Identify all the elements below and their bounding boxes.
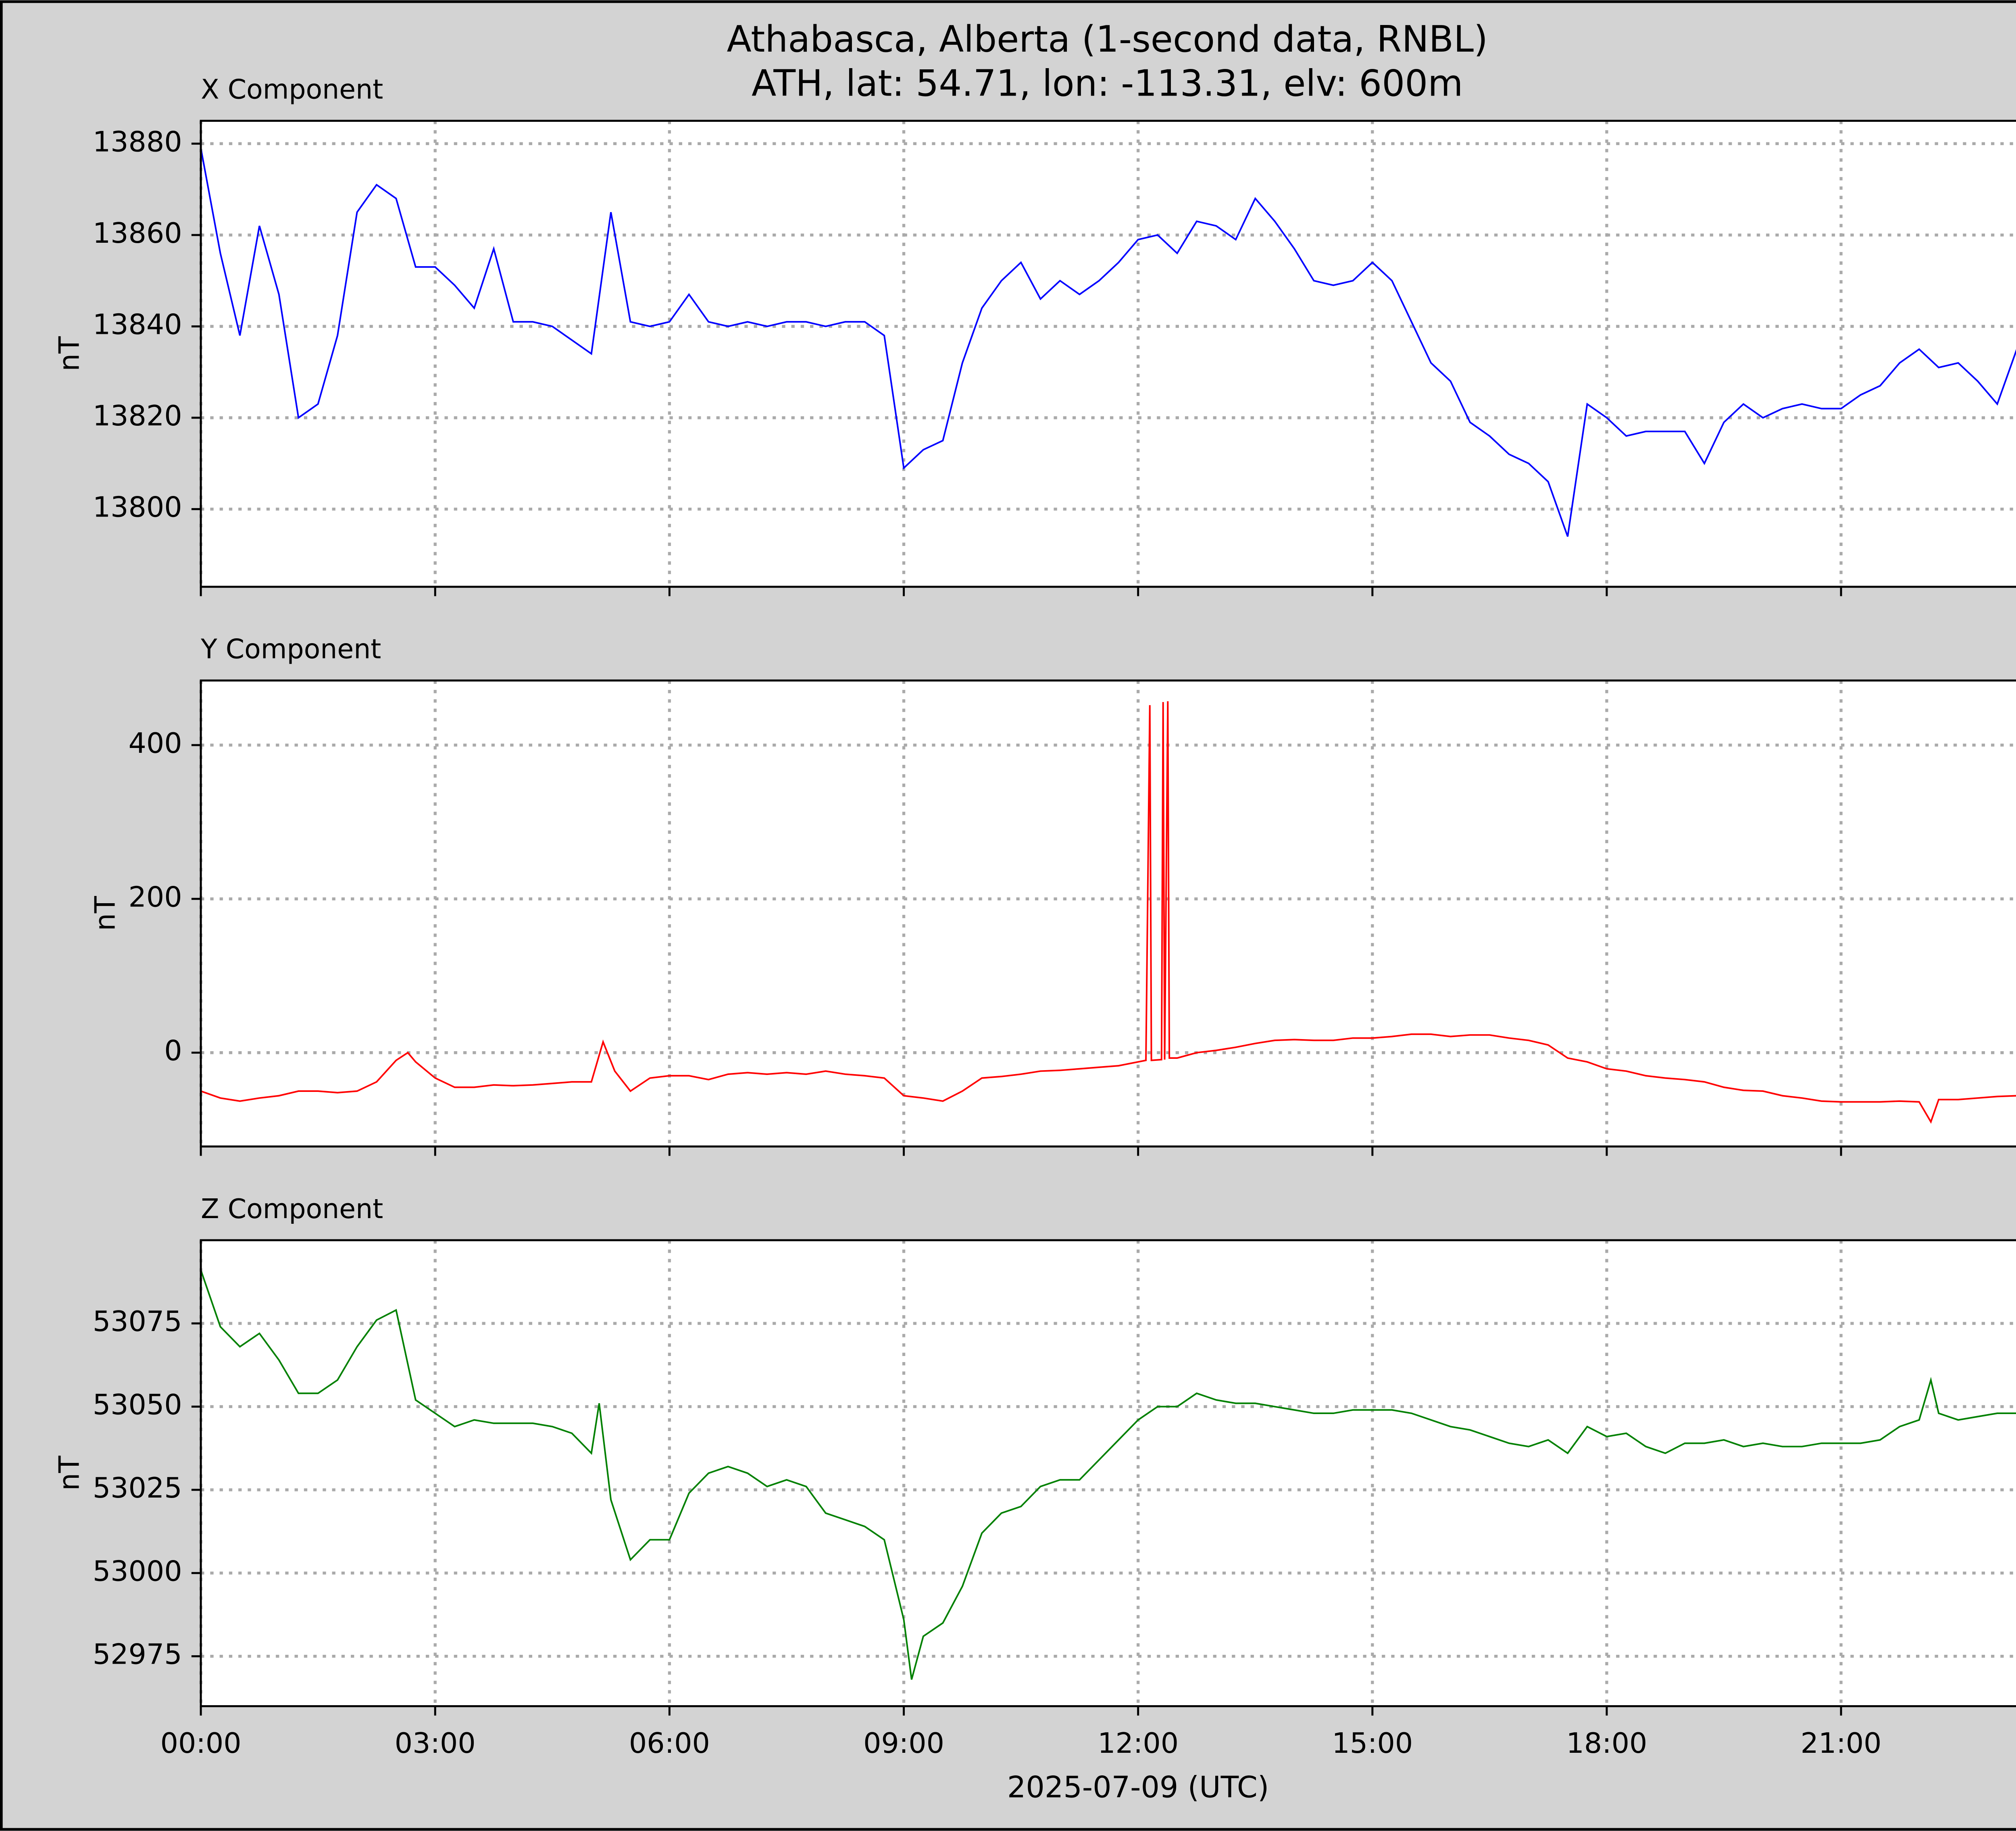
x-tick-label: 00:00 — [160, 1727, 242, 1760]
y-tick-label: 13880 — [93, 125, 182, 158]
y-tick-label: 13840 — [93, 308, 182, 341]
x-tick-label: 21:00 — [1801, 1727, 1882, 1760]
y-tick-label: 400 — [129, 727, 182, 760]
x-tick-label: 15:00 — [1332, 1727, 1413, 1760]
y-tick-label: 0 — [164, 1035, 182, 1067]
x-tick-label: 12:00 — [1098, 1727, 1179, 1760]
figure-title: Athabasca, Alberta (1-second data, RNBL) — [727, 19, 1488, 60]
x-tick-label: 18:00 — [1566, 1727, 1647, 1760]
axes-background — [201, 121, 2016, 587]
axes-background — [201, 1240, 2016, 1706]
panel-title: X Component — [201, 74, 383, 105]
data-line — [201, 148, 2016, 537]
y-tick-label: 53025 — [93, 1472, 182, 1504]
y-axis-label: nT — [89, 896, 121, 931]
data-line — [201, 1270, 2016, 1680]
x-tick-label: 09:00 — [863, 1727, 944, 1760]
data-line — [201, 701, 2016, 1124]
figure-subtitle: ATH, lat: 54.71, lon: -113.31, elv: 600m — [752, 63, 1463, 105]
axes-frame — [200, 1239, 2016, 1707]
y-axis-label: nT — [53, 336, 86, 371]
x-axis-label: 2025-07-09 (UTC) — [1007, 1770, 1269, 1804]
y-tick-label: 13820 — [93, 400, 182, 432]
y-tick-label: 53075 — [93, 1305, 182, 1338]
y-tick-label: 53050 — [93, 1389, 182, 1421]
axes-frame — [200, 679, 2016, 1148]
y-tick-label: 200 — [129, 881, 182, 913]
y-axis-label: nT — [53, 1456, 86, 1491]
y-tick-label: 53000 — [93, 1555, 182, 1587]
y-tick-label: 52975 — [93, 1638, 182, 1671]
x-tick-label: 06:00 — [629, 1727, 710, 1760]
panel-title: Y Component — [200, 633, 381, 665]
axes-background — [201, 680, 2016, 1147]
panel-title: Z Component — [201, 1193, 383, 1225]
x-tick-label: 03:00 — [395, 1727, 476, 1760]
axes-frame — [200, 120, 2016, 588]
y-tick-label: 13800 — [93, 491, 182, 524]
y-tick-label: 13860 — [93, 217, 182, 250]
